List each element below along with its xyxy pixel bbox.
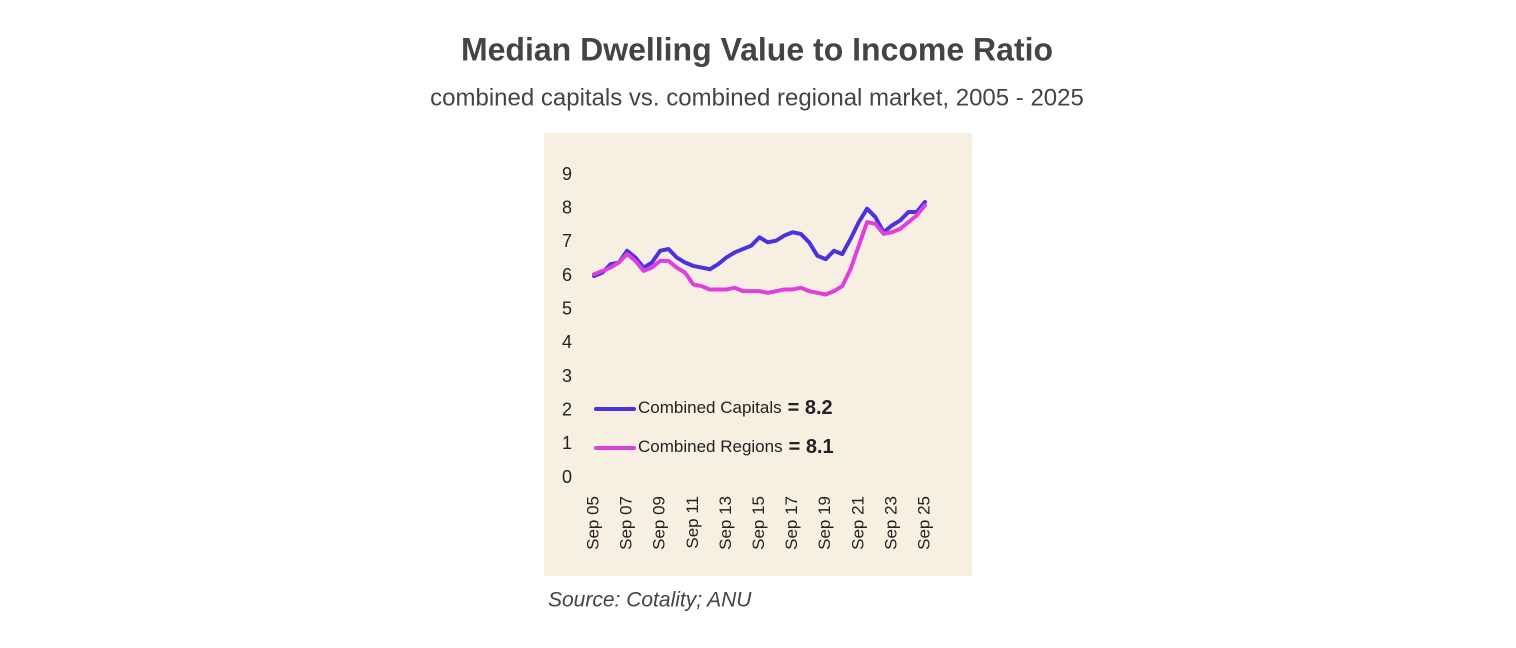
legend-name: Combined Regions — [638, 437, 783, 456]
legend-entry: Combined Capitals = 8.2 — [638, 397, 833, 419]
x-tick-label: Sep 25 — [914, 496, 933, 550]
x-tick-label: Sep 17 — [782, 496, 801, 550]
line-series — [592, 199, 927, 278]
legend-value: = 8.1 — [789, 436, 834, 458]
x-tick-label: Sep 19 — [815, 496, 834, 550]
x-tick-label: Sep 11 — [683, 496, 702, 549]
legend-value: = 8.2 — [788, 397, 833, 419]
y-tick-label: 1 — [562, 433, 572, 453]
x-tick-label: Sep 07 — [617, 496, 636, 550]
y-tick-label: 6 — [562, 265, 572, 285]
y-tick-label: 2 — [562, 399, 572, 419]
y-tick-label: 4 — [562, 332, 572, 352]
x-tick-label: Sep 09 — [650, 496, 669, 550]
y-tick-label: 7 — [562, 231, 572, 251]
chart-subtitle: combined capitals vs. combined regional … — [430, 84, 1084, 111]
plot-background — [544, 133, 972, 576]
legend-entry: Combined Regions = 8.1 — [638, 436, 834, 458]
y-tick-label: 3 — [562, 366, 572, 386]
y-tick-label: 9 — [562, 164, 572, 184]
y-tick-label: 8 — [562, 197, 572, 217]
y-tick-label: 0 — [562, 467, 572, 487]
line-series — [592, 203, 927, 297]
x-tick-label: Sep 05 — [583, 496, 602, 550]
x-tick-label: Sep 13 — [716, 496, 735, 550]
x-tick-label: Sep 21 — [848, 496, 867, 550]
y-tick-label: 5 — [562, 298, 572, 318]
source: Source: Cotality; ANU — [548, 589, 752, 612]
legend-name: Combined Capitals — [638, 398, 782, 417]
x-tick-label: Sep 15 — [749, 496, 768, 550]
chart-title: Median Dwelling Value to Income Ratio — [461, 31, 1053, 67]
x-tick-label: Sep 23 — [881, 496, 900, 550]
